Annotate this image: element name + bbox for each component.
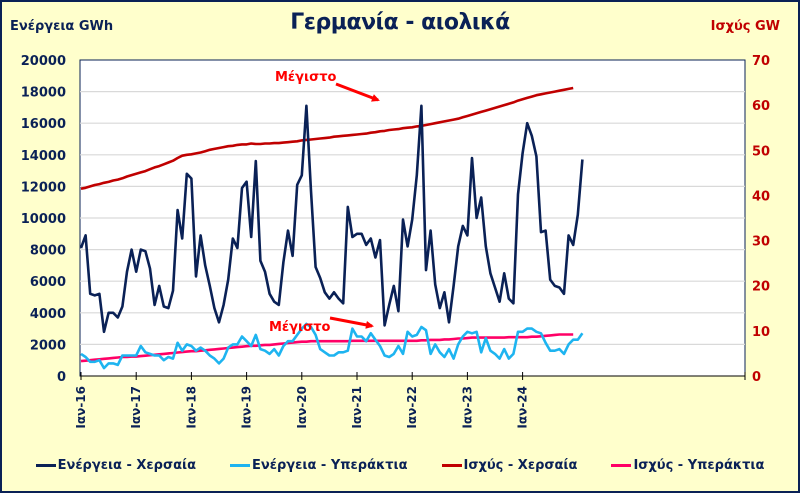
y-axis-left-label: Ενέργεια GWh — [10, 19, 114, 34]
x-tick-label: Ιαν-17 — [129, 386, 143, 429]
series-line — [80, 86, 574, 190]
legend-label: Ισχύς - Χερσαία — [463, 458, 578, 473]
legend-swatch — [230, 464, 251, 467]
y-right-tick-label: 60 — [752, 99, 770, 114]
y-tick-label: 16000 — [21, 117, 66, 132]
x-tick-label: Ιαν-23 — [460, 386, 474, 429]
series-line — [80, 333, 574, 363]
x-tick-label: Ιαν-22 — [405, 386, 419, 429]
y-tick-label: 0 — [57, 370, 66, 385]
x-tick-label: Ιαν-19 — [240, 386, 254, 429]
legend-swatch — [35, 464, 56, 467]
y-axis-right-ticks: 0 10 20 30 40 50 60 70 — [752, 54, 770, 385]
y-tick-label: 12000 — [21, 180, 66, 195]
y-right-tick-label: 10 — [752, 325, 770, 340]
legend-label: Ενέργεια - Χερσαία — [57, 458, 197, 473]
annotation-max-onshore: Μέγιστο — [275, 70, 337, 85]
legend-item-onshore-capacity: Ισχύς - Χερσαία — [441, 458, 578, 473]
x-tick-label: Ιαν-18 — [184, 386, 198, 429]
x-tick-label: Ιαν-20 — [295, 386, 309, 429]
x-tick-label: Ιαν-24 — [516, 386, 530, 429]
series-line — [79, 104, 584, 334]
legend-swatch — [441, 464, 462, 467]
annotation-max-offshore: Μέγιστο — [269, 320, 331, 335]
y-right-tick-label: 70 — [752, 54, 770, 69]
legend: Ενέργεια - Χερσαία Ενέργεια - Υπεράκτια … — [0, 458, 800, 473]
y-right-tick-label: 40 — [752, 189, 770, 204]
x-tick-label: Ιαν-21 — [350, 386, 364, 429]
y-tick-label: 10000 — [21, 212, 66, 227]
legend-label: Ενέργεια - Υπεράκτια — [252, 458, 408, 473]
legend-item-offshore-capacity: Ισχύς - Υπεράκτια — [611, 458, 764, 473]
x-tick-label: Ιαν-16 — [74, 386, 88, 429]
y-right-tick-label: 30 — [752, 235, 770, 250]
y-right-tick-label: 20 — [752, 280, 770, 295]
chart-title: Γερμανία - αιολικά — [290, 10, 510, 35]
legend-item-offshore-energy: Ενέργεια - Υπεράκτια — [230, 458, 408, 473]
y-right-tick-label: 50 — [752, 144, 770, 159]
y-tick-label: 6000 — [30, 275, 66, 290]
y-axis-right-label: Ισχύς GW — [710, 19, 780, 34]
x-axis-ticks: Ιαν-16 Ιαν-17 Ιαν-18 Ιαν-19 Ιαν-20 Ιαν-21 Ιαν-… — [74, 372, 746, 429]
y-axis-left-ticks: 0 2000 4000 6000 8000 10000 12000 14000 16000 180… — [21, 54, 66, 385]
y-tick-label: 14000 — [21, 149, 66, 164]
y-tick-label: 8000 — [30, 244, 66, 259]
series-lines — [79, 86, 584, 370]
legend-item-onshore-energy: Ενέργεια - Χερσαία — [35, 458, 197, 473]
y-right-tick-label: 0 — [752, 370, 761, 385]
y-tick-label: 20000 — [21, 54, 66, 69]
y-tick-label: 2000 — [30, 338, 66, 353]
y-tick-label: 18000 — [21, 86, 66, 101]
legend-swatch — [611, 464, 632, 467]
annotations: Μέγιστο Μέγιστο — [269, 70, 380, 335]
y-tick-label: 4000 — [30, 307, 66, 322]
legend-label: Ισχύς - Υπεράκτια — [633, 458, 765, 473]
series-line — [80, 322, 584, 370]
